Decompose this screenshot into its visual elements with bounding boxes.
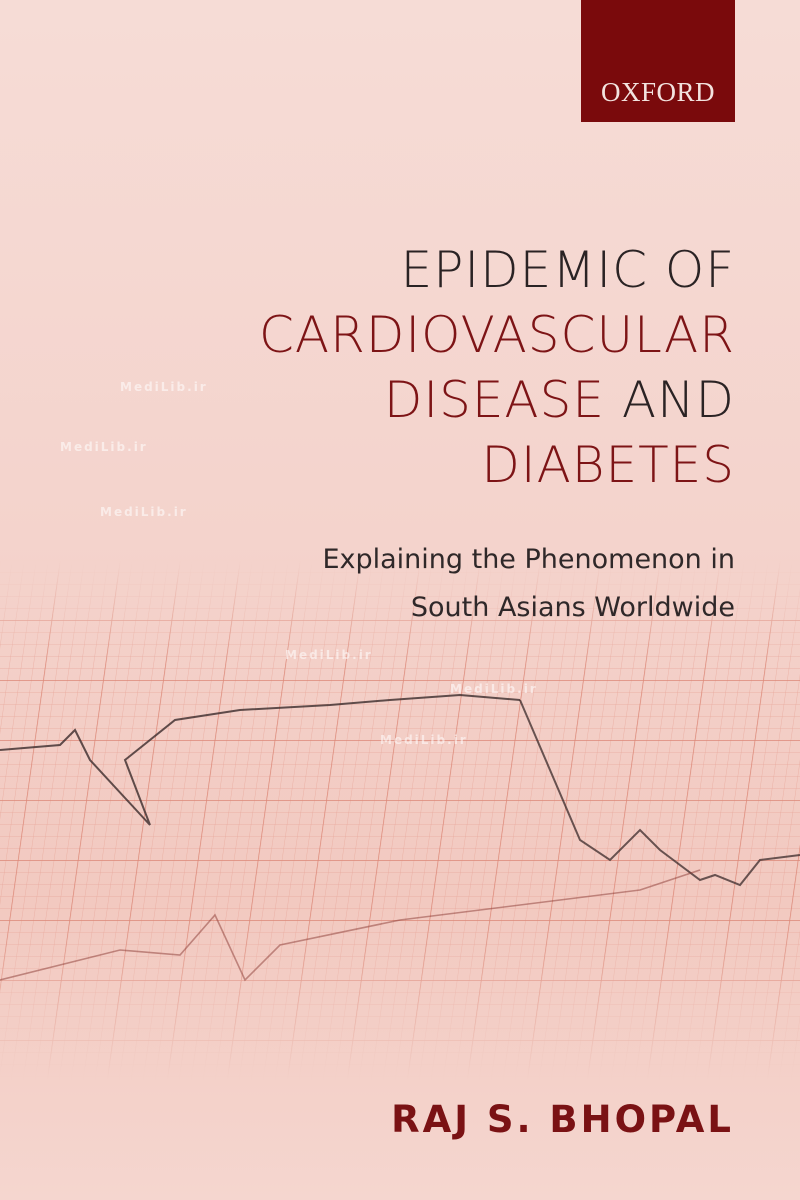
ecg-trace-illustration [0,560,800,1080]
subtitle-line-1: Explaining the Phenomenon in [322,544,735,575]
watermark: MediLib.ir [450,682,538,696]
title-line-4: DIABETES [481,436,735,494]
watermark: MediLib.ir [60,440,148,454]
title-line-1: EPIDEMIC OF [400,241,735,299]
book-title: EPIDEMIC OF CARDIOVASCULAR DISEASE AND D… [259,238,735,498]
publisher-name: OXFORD [600,77,716,107]
book-subtitle: Explaining the Phenomenon in South Asian… [322,536,735,632]
watermark: MediLib.ir [100,505,188,519]
subtitle-line-2: South Asians Worldwide [410,592,735,623]
title-line-3b: AND [604,371,735,429]
title-line-3: DISEASE AND [259,368,735,433]
author-name: RAJ S. BHOPAL [391,1098,734,1141]
watermark: MediLib.ir [285,648,373,662]
title-line-2: CARDIOVASCULAR [259,306,735,364]
watermark: MediLib.ir [120,380,208,394]
watermark: MediLib.ir [380,733,468,747]
publisher-logo: OXFORD [581,0,735,122]
title-line-3a: DISEASE [383,371,605,429]
